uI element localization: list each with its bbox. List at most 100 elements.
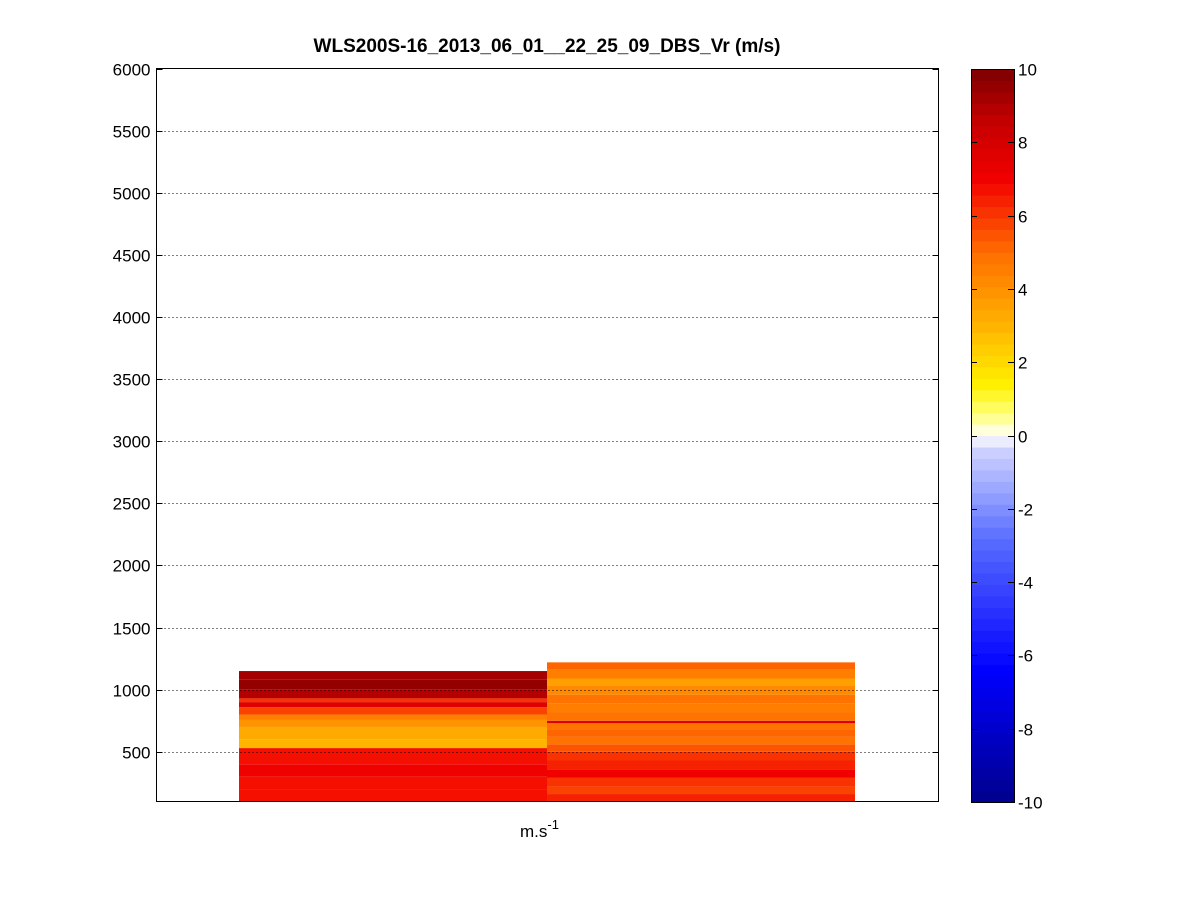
colorbar-swatch [971, 664, 1014, 677]
colorbar-swatch [971, 378, 1014, 391]
x-axis-label-exponent: -1 [547, 817, 559, 832]
colorbar-swatch [971, 366, 1014, 379]
heatmap-cell [547, 777, 855, 787]
colorbar-tick-label: 4 [1018, 281, 1027, 300]
colorbar-swatch [971, 80, 1014, 93]
colorbar-tick-label: 10 [1018, 61, 1037, 80]
colorbar-swatch [971, 618, 1014, 631]
heatmap-cell [547, 760, 855, 770]
colorbar-tick-label: 0 [1018, 428, 1027, 447]
colorbar-tick-label: -2 [1018, 501, 1033, 520]
heatmap-cell [239, 698, 547, 703]
colorbar-swatch [971, 595, 1014, 608]
y-tick-label: 3500 [113, 371, 151, 390]
heatmap-cell [239, 764, 547, 777]
heatmap-cell [547, 786, 855, 795]
colorbar-swatch [971, 320, 1014, 334]
colorbar-swatch [971, 160, 1014, 173]
x-axis-label-base: m.s [520, 822, 547, 841]
y-tick-label: 4000 [113, 309, 151, 328]
heatmap-cells [239, 662, 855, 802]
colorbar-swatch [971, 584, 1014, 597]
colorbar-swatch [971, 355, 1014, 368]
colorbar-tick-label: -4 [1018, 574, 1033, 593]
colorbar-swatch [971, 653, 1014, 666]
heatmap-cell [547, 712, 855, 721]
colorbar-swatch [971, 114, 1014, 127]
heatmap-cell [547, 729, 855, 737]
heatmap-cell [547, 669, 855, 679]
y-tick-label: 2000 [113, 557, 151, 576]
colorbar-swatch [971, 343, 1014, 356]
heatmap-cell [239, 707, 547, 715]
colorbar-swatch [971, 252, 1014, 265]
heatmap-cell [547, 678, 855, 686]
colorbar-tick-label: -8 [1018, 721, 1033, 740]
y-tick-label: 4500 [113, 247, 151, 266]
colorbar-swatch [971, 515, 1014, 528]
colorbar-swatch [971, 263, 1014, 276]
colorbar-swatch [971, 69, 1014, 82]
colorbar-swatch [971, 790, 1014, 803]
heatmap-cell [547, 744, 855, 752]
y-tick-label: 500 [122, 744, 150, 763]
plot-frame [156, 68, 939, 802]
colorbar-tick-label: 8 [1018, 134, 1027, 153]
colorbar: -10 -8 -6 -4 -2 0 2 4 6 8 10 [971, 61, 1043, 813]
heatmap-cell [239, 739, 547, 749]
colorbar-tick-label: 6 [1018, 208, 1027, 227]
y-tick-label: 1000 [113, 682, 151, 701]
colorbar-swatch [971, 469, 1014, 482]
colorbar-swatch [971, 446, 1014, 460]
colorbar-swatch [971, 538, 1014, 551]
chart-title: WLS200S-16_2013_06_01__22_25_09_DBS_Vr (… [314, 36, 781, 57]
colorbar-swatch [971, 733, 1014, 746]
colorbar-swatch [971, 687, 1014, 700]
heatmap-cell [547, 794, 855, 802]
colorbar-tick-label: -10 [1018, 794, 1043, 813]
colorbar-swatch [971, 572, 1014, 585]
colorbar-swatch [971, 298, 1014, 311]
colorbar-swatch [971, 309, 1014, 322]
colorbar-swatch [971, 630, 1014, 643]
colorbar-swatch [971, 194, 1014, 208]
colorbar-swatch [971, 389, 1014, 402]
y-tick-label: 6000 [113, 61, 151, 80]
colorbar-swatch [971, 435, 1014, 448]
heatmap-cell [547, 769, 855, 778]
colorbar-tick-label: -6 [1018, 647, 1033, 666]
y-tick-label: 5500 [113, 123, 151, 142]
heatmap-cell [239, 726, 547, 740]
colorbar-swatch [971, 424, 1014, 437]
heatmap-cell [547, 723, 855, 730]
colorbar-swatch [971, 275, 1014, 288]
colorbar-swatch [971, 698, 1014, 711]
y-tick-label: 2500 [113, 495, 151, 514]
colorbar-swatch [971, 137, 1014, 150]
y-tick-label: 5000 [113, 185, 151, 204]
colorbar-swatch [971, 561, 1014, 574]
colorbar-swatch [971, 756, 1014, 769]
colorbar-swatch [971, 744, 1014, 757]
heatmap-cell [547, 736, 855, 745]
colorbar-tick-label: 2 [1018, 354, 1027, 373]
heatmap-cell [239, 719, 547, 727]
colorbar-swatch [971, 458, 1014, 471]
heatmap-cell [239, 776, 547, 790]
y-tick-label: 1500 [113, 620, 151, 639]
heatmap-cell [547, 751, 855, 761]
colorbar-swatch [971, 240, 1014, 253]
colorbar-swatch [971, 103, 1014, 116]
colorbar-swatch [971, 183, 1014, 196]
colorbar-swatch [971, 401, 1014, 414]
colorbar-swatch [971, 676, 1014, 689]
heatmap-cell [239, 748, 547, 765]
colorbar-swatch [971, 504, 1014, 517]
heatmap-cell [547, 720, 855, 724]
heatmap-cell [239, 714, 547, 720]
heatmap-cell [547, 662, 855, 670]
colorbar-swatch [971, 492, 1014, 505]
colorbar-swatch [971, 481, 1014, 494]
colorbar-swatch [971, 126, 1014, 139]
colorbar-swatch [971, 710, 1014, 723]
